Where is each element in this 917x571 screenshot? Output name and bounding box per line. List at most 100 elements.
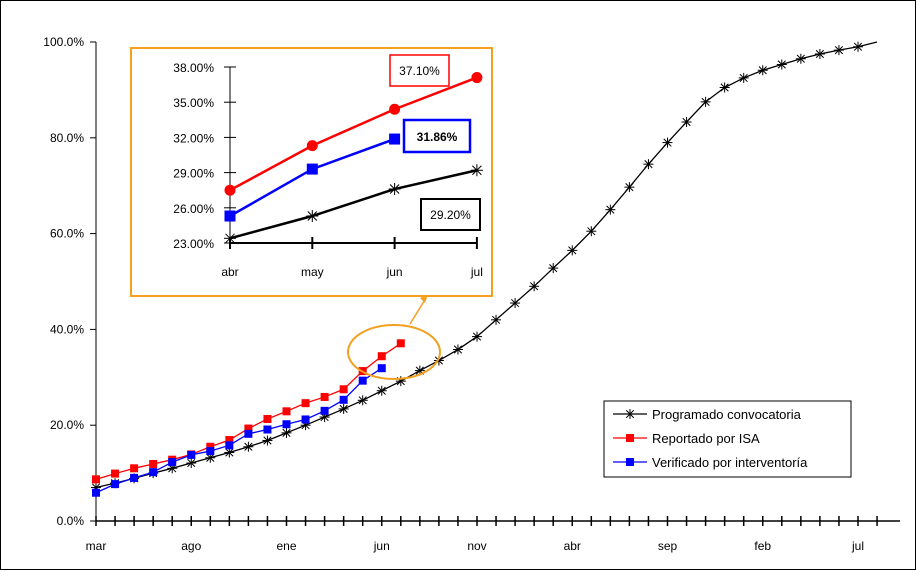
main-xtick-label: abr	[564, 539, 581, 553]
highlight-ellipse	[347, 324, 441, 380]
main-xtick-label: mar	[86, 539, 107, 553]
main-ytick-label: 0.0%	[57, 514, 85, 528]
main-xtick-label: jun	[373, 539, 390, 553]
legend-swatch-marker	[626, 434, 634, 442]
main-series-point	[225, 441, 234, 450]
main-xtick-label: feb	[754, 539, 771, 553]
main-series-point	[130, 473, 139, 482]
inset-axes: 23.00% 26.00% 29.00% 32.00% 35.00% 38.00% abr…	[173, 61, 483, 279]
main-series-point	[567, 245, 578, 256]
inset-series-line	[229, 169, 478, 240]
inset-xtick-label: may	[301, 265, 324, 279]
legend-item: Verificado por interventoría	[613, 455, 808, 470]
main-series-point	[149, 468, 158, 477]
main-series-point	[225, 436, 234, 445]
main-series-point	[205, 452, 216, 463]
main-series-point	[244, 424, 253, 433]
reportado-annotation-box	[389, 54, 450, 87]
main-xtick-group: mar ago ene jun nov abr sep feb jul	[86, 516, 878, 553]
main-series-point	[814, 48, 825, 59]
main-series-point	[282, 407, 291, 416]
main-series-point	[452, 344, 463, 355]
main-xtick-label: ene	[276, 539, 296, 553]
main-series-point	[377, 364, 386, 373]
main-ytick-label: 20.0%	[50, 418, 84, 432]
main-xtick-label: ago	[181, 539, 201, 553]
inset-ytick-group: 23.00% 26.00% 29.00% 32.00% 35.00% 38.00%	[173, 61, 236, 251]
legend-swatch-marker	[626, 458, 634, 466]
main-series-point	[586, 226, 597, 237]
main-series-point	[853, 41, 863, 52]
main-series-point	[605, 204, 616, 215]
verificado-annotation-box	[402, 118, 472, 154]
main-series-point	[719, 82, 730, 93]
inset-series-point	[470, 164, 483, 177]
main-xtick-label: jul	[851, 539, 864, 553]
main-series-point	[320, 392, 329, 401]
inset-series-point	[224, 232, 236, 245]
main-series-point	[491, 314, 502, 325]
inset-series-point	[224, 184, 236, 196]
main-ytick-label: 100.0%	[43, 35, 84, 49]
legend-item: Reportado por ISA	[613, 431, 760, 446]
reportado-annotation-label: 37.10%	[399, 64, 440, 78]
inset-series-point	[389, 133, 401, 145]
inset-xtick-label: jun	[386, 265, 403, 279]
main-series-point	[320, 406, 329, 415]
inset-series-0	[224, 164, 483, 245]
inset-ytick-label: 23.00%	[173, 237, 214, 251]
inset-series-line	[229, 76, 478, 192]
main-xtick-label: nov	[467, 539, 486, 553]
inset-xtick-label: abr	[221, 265, 238, 279]
main-series-point	[529, 281, 540, 292]
inset-ytick-label: 35.00%	[173, 96, 214, 110]
main-series-point	[795, 53, 806, 64]
legend-label: Programado convocatoria	[652, 407, 802, 422]
main-series-point	[376, 385, 387, 396]
main-series-point	[244, 429, 253, 438]
inset-ytick-label: 32.00%	[173, 131, 214, 145]
inset-xtick-group: abr may jun jul	[221, 237, 483, 279]
main-series-line	[95, 367, 383, 494]
inset-series-point	[306, 210, 319, 223]
main-series-line	[95, 41, 878, 489]
inset-series-point	[389, 103, 401, 115]
main-series-point	[263, 414, 272, 423]
main-series-point	[206, 442, 215, 451]
inset-series-point	[306, 163, 318, 175]
inset-xtick-label: jul	[470, 265, 483, 279]
main-xtick-label: sep	[658, 539, 678, 553]
main-series-point	[186, 458, 197, 469]
main-series-point	[358, 376, 367, 385]
main-series-point	[510, 298, 521, 309]
inset-series-point	[388, 183, 401, 196]
main-ytick-label: 40.0%	[50, 322, 84, 336]
main-series-point	[168, 458, 177, 467]
legend-label: Reportado por ISA	[652, 431, 760, 446]
main-series-point	[377, 352, 386, 361]
main-series-0	[91, 41, 878, 493]
legend-label: Verificado por interventoría	[652, 455, 808, 470]
main-series-point	[206, 447, 215, 456]
main-series-point	[396, 339, 405, 348]
legend-item: Programado convocatoria	[613, 407, 802, 422]
main-series-point	[243, 441, 254, 452]
main-series-point	[339, 395, 348, 404]
main-series-point	[187, 450, 196, 459]
main-series-point	[92, 488, 100, 497]
programado-annotation-box	[420, 198, 481, 231]
main-series-point	[111, 480, 120, 489]
main-series-point	[149, 459, 158, 468]
main-series-point	[643, 159, 654, 170]
inset-series-group	[224, 72, 483, 245]
main-series-point	[92, 475, 100, 484]
main-series-point	[301, 399, 310, 408]
main-ytick-group: 0.0% 20.0% 40.0% 60.0% 80.0% 100.0%	[43, 35, 96, 528]
main-series-point	[662, 137, 673, 148]
inset-series-point	[306, 140, 318, 152]
inset-series-1	[224, 72, 483, 196]
main-series-point	[263, 425, 272, 434]
main-series-point	[130, 464, 139, 473]
